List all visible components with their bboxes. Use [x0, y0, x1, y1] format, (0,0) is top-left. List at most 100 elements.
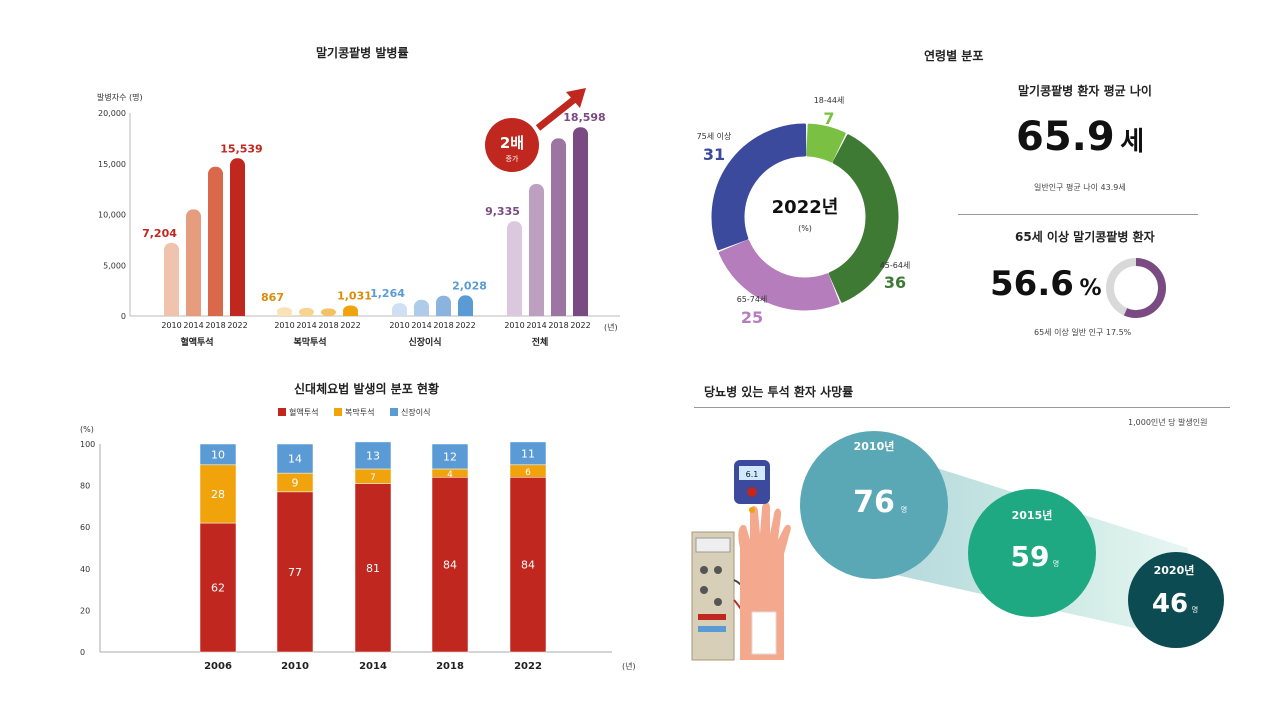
arm-icon — [738, 502, 791, 660]
incidence-bar-base — [458, 302, 473, 316]
diabetes-illustration: 6.1 2010년 76 명 2015년 59 명 2020년 46 명 — [691, 431, 1224, 661]
over65-unit: % — [1079, 276, 1102, 301]
incidence-bar-base — [277, 314, 292, 316]
modality-bar-segment — [354, 441, 392, 470]
incidence-data-label: 1,031 — [337, 290, 372, 303]
increase-badge-main: 2배 — [500, 134, 524, 152]
modality-y-tick: 60 — [80, 523, 90, 532]
modality-title: 신대체요법 발생의 분포 현황 — [294, 382, 440, 396]
incidence-bar-base — [507, 228, 522, 316]
avg-age-title: 말기콩팥병 환자 평균 나이 — [1018, 84, 1152, 98]
incidence-data-label: 867 — [261, 291, 284, 304]
age-donut-chart: 2022년 (%) 18-44세 7 45-64세 36 65-74세 25 7… — [697, 96, 911, 327]
incidence-x-tick: 2018 — [433, 321, 453, 330]
increase-badge-sub: 증가 — [506, 154, 519, 163]
incidence-bar — [321, 308, 336, 316]
modality-data-label: 77 — [288, 566, 302, 579]
incidence-x-tick: 2010 — [504, 321, 524, 330]
incidence-y-tick: 20,000 — [98, 109, 126, 118]
circle-2010-year: 2010년 — [854, 439, 895, 453]
circle-2015-value: 59 — [1011, 540, 1050, 573]
modality-legend-swatch — [390, 408, 398, 416]
glucometer-reading: 6.1 — [746, 470, 759, 479]
modality-data-label: 13 — [366, 449, 380, 462]
diabetes-unit-note: 1,000인년 당 발생인원 — [1128, 418, 1208, 427]
over65-value: 56.6 % — [990, 264, 1102, 304]
age-donut-segment — [718, 239, 840, 311]
modality-bar-segment — [199, 522, 237, 653]
incidence-title: 말기콩팥병 발병률 — [316, 46, 409, 60]
age-value-18-44: 7 — [823, 109, 834, 128]
incidence-group-label: 신장이식 — [408, 336, 441, 348]
modality-y-tick: 80 — [80, 482, 90, 491]
modality-bar-segment — [431, 477, 469, 653]
modality-x-tick: 2006 — [204, 661, 232, 672]
modality-data-label: 9 — [292, 476, 299, 489]
incidence-group-label: 전체 — [532, 336, 549, 348]
age-donut-segment — [711, 123, 807, 251]
incidence-x-tick: 2014 — [526, 321, 546, 330]
donut-center-year: 2022년 — [772, 197, 839, 218]
modality-data-label: 7 — [370, 473, 376, 483]
incidence-x-tick: 2014 — [411, 321, 431, 330]
incidence-bar-base — [299, 314, 314, 316]
incidence-bar-base — [321, 315, 336, 316]
incidence-data-label: 1,264 — [370, 287, 405, 300]
incidence-data-label: 7,204 — [142, 227, 177, 240]
modality-legend-label: 신장이식 — [401, 407, 430, 417]
circle-2020-year: 2020년 — [1154, 563, 1195, 577]
modality-data-label: 14 — [288, 453, 302, 466]
modality-data-label: 4 — [447, 470, 453, 480]
age-donut-segment — [828, 134, 899, 303]
circle-2010 — [800, 431, 948, 579]
incidence-bar-base — [436, 302, 451, 316]
modality-x-tick: 2022 — [514, 661, 542, 672]
incidence-bar — [299, 307, 314, 316]
incidence-x-tick: 2018 — [318, 321, 338, 330]
incidence-x-tick: 2018 — [205, 321, 225, 330]
modality-legend-label: 혈액투석 — [289, 407, 318, 417]
incidence-x-tick: 2010 — [161, 321, 181, 330]
modality-bar-segment — [276, 443, 314, 474]
modality-bar-segment — [276, 491, 314, 653]
incidence-group-label: 혈액투석 — [180, 336, 213, 348]
incidence-ylabel: 발병자수 (명) — [97, 92, 143, 102]
modality-legend-swatch — [278, 408, 286, 416]
incidence-x-tick: 2018 — [548, 321, 568, 330]
incidence-x-tick: 2014 — [296, 321, 316, 330]
glucometer-icon: 6.1 — [734, 460, 770, 513]
avg-age-unit: 세 — [1120, 127, 1145, 157]
stats-divider — [958, 214, 1198, 215]
circle-2015 — [968, 489, 1096, 617]
modality-data-label: 28 — [211, 488, 225, 501]
modality-bar-segment — [509, 477, 547, 653]
incidence-chart: 발병자수 (명) 20,000 15,000 10,000 5,000 0 2010 7,… — [97, 88, 620, 348]
modality-x-tick: 2014 — [359, 661, 387, 672]
modality-legend-label: 복막투석 — [345, 407, 374, 417]
diabetes-title: 당뇨병 있는 투석 환자 사망률 — [704, 385, 854, 399]
circle-2010-unit: 명 — [901, 505, 907, 514]
modality-data-label: 84 — [521, 559, 535, 572]
incidence-data-label: 15,539 — [220, 142, 262, 155]
incidence-bar-base — [392, 310, 407, 316]
age-title: 연령별 분포 — [924, 49, 984, 63]
circle-2015-year: 2015년 — [1012, 508, 1053, 522]
incidence-data-label: 9,335 — [485, 205, 520, 218]
modality-bar-segment — [199, 443, 237, 466]
incidence-bar-base — [230, 165, 245, 316]
circle-2020-unit: 명 — [1192, 605, 1198, 614]
modality-y-tick: 20 — [80, 606, 90, 615]
modality-data-label: 81 — [366, 562, 380, 575]
avg-age-note: 일반인구 평균 나이 43.9세 — [1034, 183, 1126, 192]
modality-bar-segment — [509, 441, 547, 466]
increase-badge — [485, 118, 539, 172]
incidence-x-tick: 2010 — [274, 321, 294, 330]
circle-2015-unit: 명 — [1053, 559, 1059, 568]
age-donut-segment — [806, 123, 846, 163]
increase-arrowhead-icon — [566, 88, 586, 108]
over65-ring-fill — [1123, 258, 1166, 318]
avg-age-number: 65.9 — [1016, 114, 1115, 160]
incidence-bar-base — [551, 145, 566, 316]
modality-bar-segment — [431, 443, 469, 470]
incidence-x-tick: 2014 — [183, 321, 203, 330]
